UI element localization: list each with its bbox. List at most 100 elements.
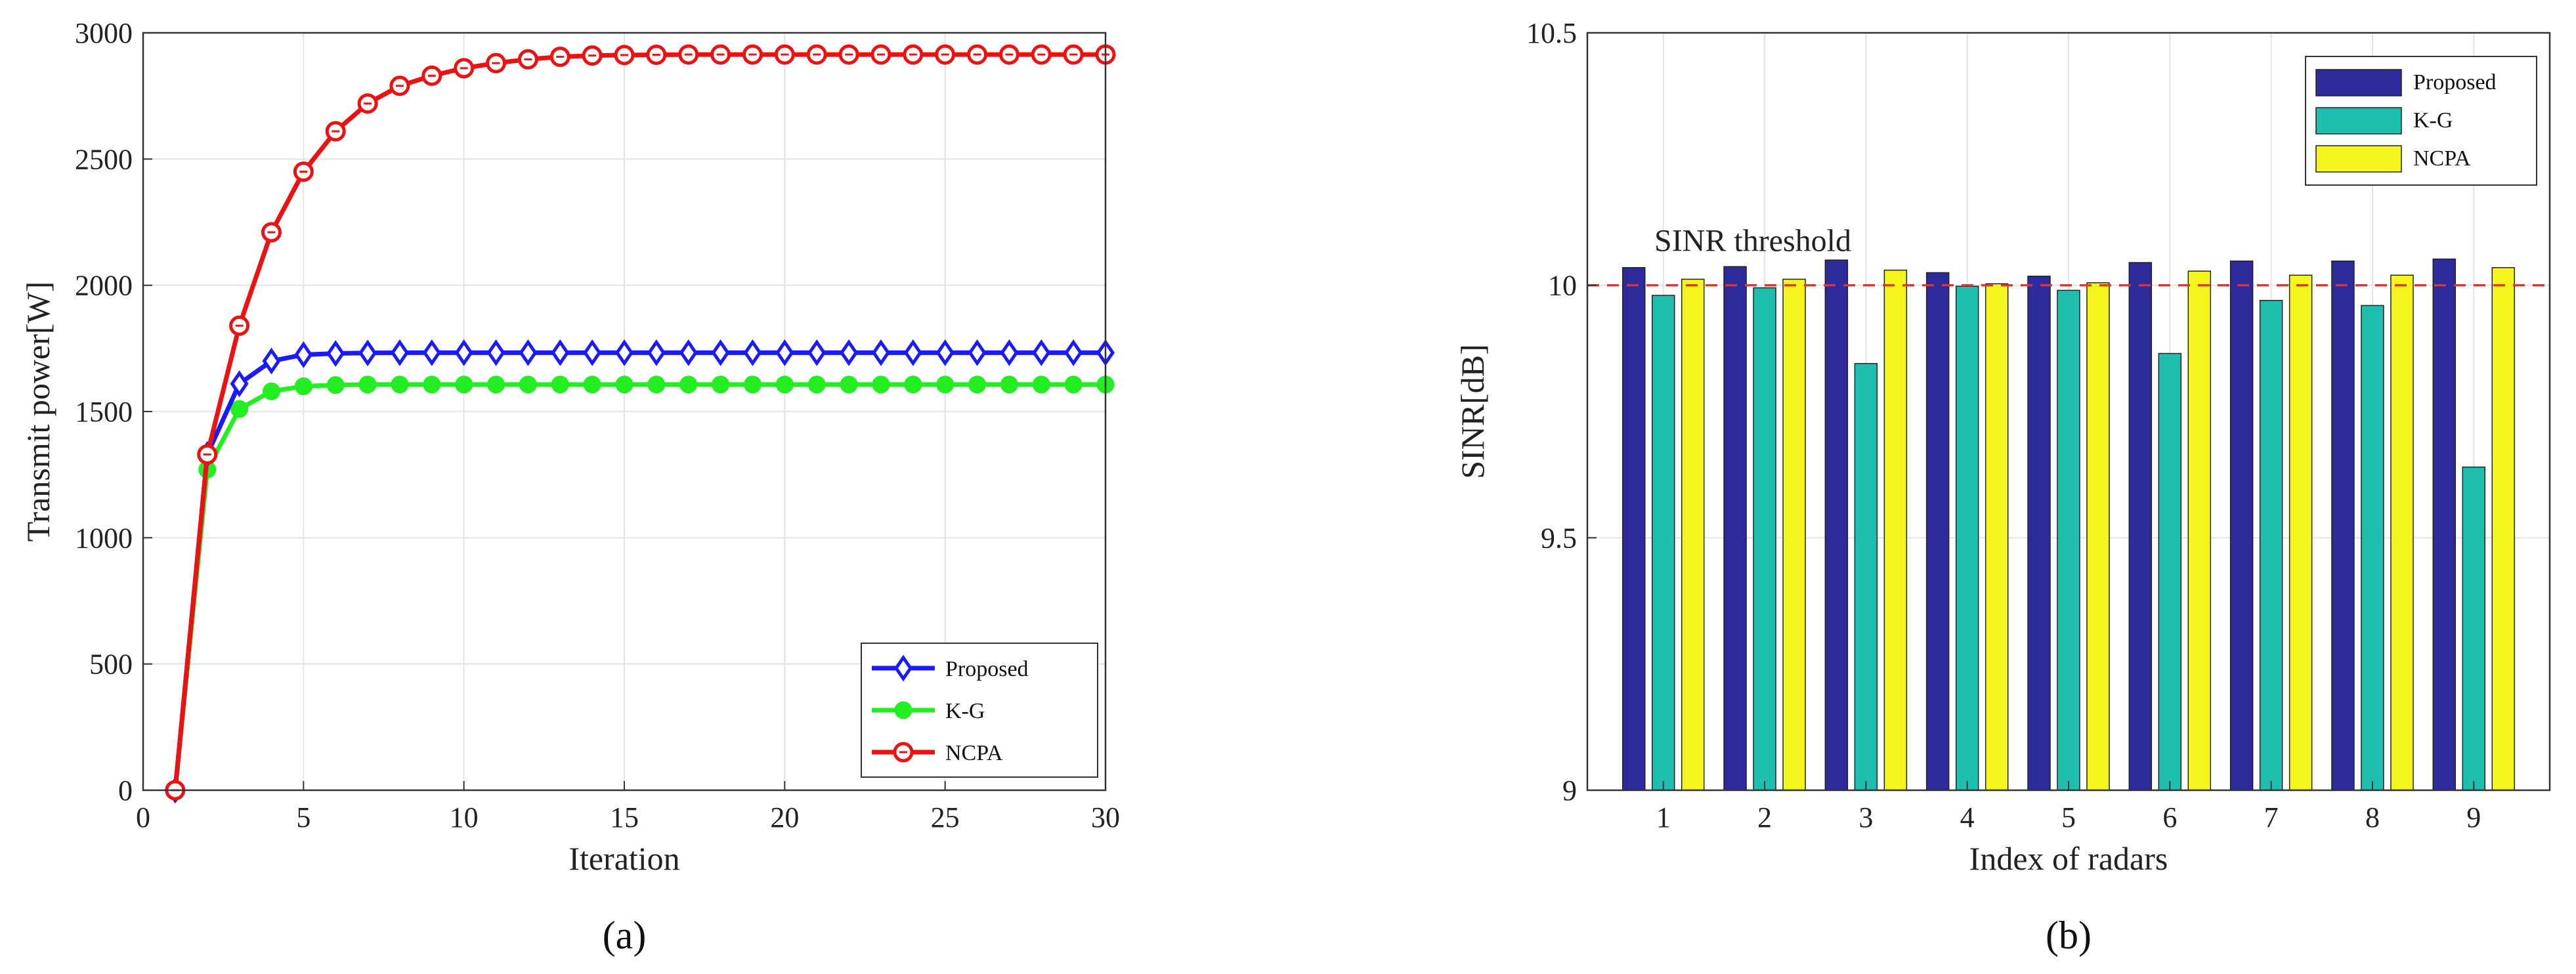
data-point (551, 339, 570, 366)
bar (1925, 272, 1950, 791)
data-point (454, 339, 473, 366)
chart-a-ticks: 0 5 10 15 20 25 30 0 500 1000 1500 2000 2500 3000 (75, 17, 1120, 834)
x-tick-label: 5 (296, 801, 311, 834)
bar (2057, 289, 2080, 791)
y-tick-label: 10.5 (1526, 17, 1577, 49)
data-point (647, 339, 666, 366)
bar (2331, 260, 2355, 791)
legend-label: NCPA (945, 741, 1003, 765)
x-tick-label: 30 (1091, 801, 1120, 834)
chart-b-bars (1621, 258, 2516, 791)
chart-a-series (165, 44, 1116, 804)
data-point (712, 375, 730, 394)
data-point (711, 339, 730, 366)
data-point (743, 375, 762, 394)
legend-label: K-G (2413, 108, 2453, 133)
data-point (486, 339, 505, 366)
bar (2187, 270, 2212, 791)
bar (1883, 269, 1908, 791)
data-point (840, 375, 858, 394)
bar (2432, 258, 2457, 791)
bar (1955, 286, 1979, 791)
data-point (647, 375, 666, 394)
legend-marker (894, 701, 912, 719)
data-point (968, 375, 987, 394)
data-point (358, 375, 377, 394)
data-point (775, 375, 794, 394)
bar (2288, 274, 2313, 791)
chart-a-transmit-power: 0 5 10 15 20 25 30 0 500 1000 1500 2000 2500 3000 Ite… (20, 17, 1120, 957)
x-tick-label: 5 (2061, 801, 2076, 834)
data-point (262, 347, 281, 375)
data-point (679, 375, 698, 394)
legend-swatch (2315, 69, 2402, 96)
y-tick-label: 2000 (75, 270, 133, 302)
data-point (390, 339, 409, 366)
data-point (615, 375, 633, 394)
data-point (775, 339, 794, 366)
legend-label: Proposed (945, 657, 1029, 681)
chart-b-caption: (b) (2046, 914, 2092, 957)
data-point (1000, 375, 1018, 394)
data-point (519, 375, 537, 394)
y-tick-label: 1000 (75, 522, 133, 554)
data-point (1000, 339, 1019, 366)
legend-entry-ncpa: NCPA (2315, 145, 2471, 173)
data-point (391, 375, 409, 394)
data-point (1064, 375, 1083, 394)
legend-label: K-G (945, 699, 985, 723)
data-point (904, 375, 922, 394)
bar (1985, 283, 2009, 791)
data-point (679, 339, 698, 366)
y-tick-label: 9.5 (1541, 522, 1577, 554)
bar (2390, 274, 2414, 791)
data-point (968, 339, 987, 366)
data-point (743, 339, 762, 366)
legend-marker (893, 654, 913, 682)
bar (2361, 305, 2384, 791)
legend-entry-k-g: K-G (2315, 107, 2453, 135)
chart-b-sinr-bars: SINR threshold 1 2 3 4 5 6 7 8 9 9 9.5 10 10.5 Index… (1454, 17, 2551, 957)
x-tick-label: 7 (2264, 801, 2279, 834)
bar (2158, 352, 2182, 791)
data-point (422, 339, 441, 366)
x-tick-label: 10 (450, 801, 479, 834)
data-point (423, 375, 441, 394)
data-point (583, 339, 602, 366)
series-proposed (165, 339, 1115, 804)
bar-series-k-g (1651, 286, 2486, 791)
legend-swatch (2315, 145, 2402, 173)
data-point (358, 339, 377, 367)
x-tick-label: 4 (1960, 801, 1975, 834)
data-point (326, 376, 345, 394)
bar (2229, 260, 2254, 791)
data-point (807, 375, 826, 394)
y-tick-label: 0 (118, 774, 133, 807)
sinr-threshold-label: SINR threshold (1654, 224, 1851, 259)
legend-entry-proposed: Proposed (2315, 69, 2497, 96)
bar (1782, 278, 1806, 791)
bar (2086, 282, 2110, 791)
data-point (583, 375, 601, 394)
bar (1621, 266, 1646, 791)
bar (2128, 262, 2153, 791)
data-point (1032, 375, 1050, 394)
y-tick-label: 1500 (75, 396, 133, 428)
data-point (551, 375, 569, 394)
data-point (294, 377, 312, 396)
bar (1723, 266, 1747, 791)
data-point (614, 339, 634, 366)
data-point (935, 339, 955, 366)
legend-entry-ncpa: NCPA (872, 741, 1003, 765)
chart-a-legend: Proposed K-G NCPA (861, 643, 1098, 778)
bar (1651, 295, 1675, 791)
chart-a-grid (143, 33, 1106, 790)
chart-a-caption: (a) (603, 914, 647, 957)
x-tick-label: 9 (2466, 801, 2481, 834)
y-tick-label: 10 (1548, 270, 1577, 302)
chart-b-y-axis-label: SINR[dB] (1454, 344, 1491, 479)
x-tick-label: 25 (931, 801, 960, 834)
y-tick-label: 2500 (75, 143, 133, 175)
legend-swatch (2315, 107, 2402, 135)
